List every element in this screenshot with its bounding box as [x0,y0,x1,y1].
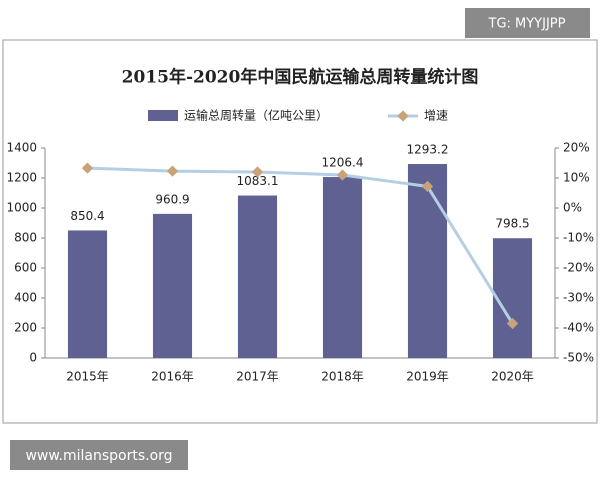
y2-tick-label: 0% [563,201,582,215]
y2-tick-label: -20% [563,261,594,275]
marker [421,180,434,193]
y-tick-label: 800 [14,231,37,245]
y-tick-label: 1000 [6,201,37,215]
legend-label: 运输总周转量（亿吨公里） [184,108,328,123]
marker [251,166,264,178]
x-tick-label: 2017年 [236,370,279,384]
value-label: 1293.2 [407,143,449,157]
watermark: TG: MYYJJPP [488,17,566,32]
value-label: 1206.4 [322,156,364,170]
line [87,166,514,325]
value-label: 1083.1 [237,174,279,188]
bar [152,213,193,358]
y-tick-label: 0 [29,351,37,365]
marker [336,169,349,181]
y-tick-label: 1200 [6,171,37,185]
y2-tick-label: -30% [563,291,594,305]
bar [492,238,533,358]
value-label: 850.4 [70,209,104,223]
y-tick-label: 1400 [6,141,37,155]
marker [506,317,519,330]
bar [237,195,278,358]
x-tick-label: 2019年 [406,370,449,384]
watermark: www.milansports.org [25,448,172,464]
y2-tick-label: 20% [563,141,590,155]
x-tick-label: 2018年 [321,370,364,384]
marker [166,165,179,177]
x-tick-label: 2020年 [491,370,534,384]
bar [322,177,363,358]
x-tick-label: 2016年 [151,370,194,384]
y2-tick-label: -40% [563,321,594,335]
y-tick-label: 600 [14,261,37,275]
y-tick-label: 400 [14,291,37,305]
value-label: 960.9 [155,192,189,206]
y2-tick-label: -10% [563,231,594,245]
x-tick-label: 2015年 [66,370,109,384]
bar [407,164,448,358]
y2-tick-label: 10% [563,171,590,185]
y-tick-label: 200 [14,321,37,335]
legend-label: 增速 [424,109,448,123]
y2-tick-label: -50% [563,351,594,365]
value-label: 798.5 [495,217,529,231]
legend-swatch [148,110,178,121]
watermark-box [465,8,590,38]
chart-title: 2015年-2020年中国民航运输总周转量统计图 [122,67,479,88]
bar [67,230,108,358]
watermark-box [10,440,188,470]
